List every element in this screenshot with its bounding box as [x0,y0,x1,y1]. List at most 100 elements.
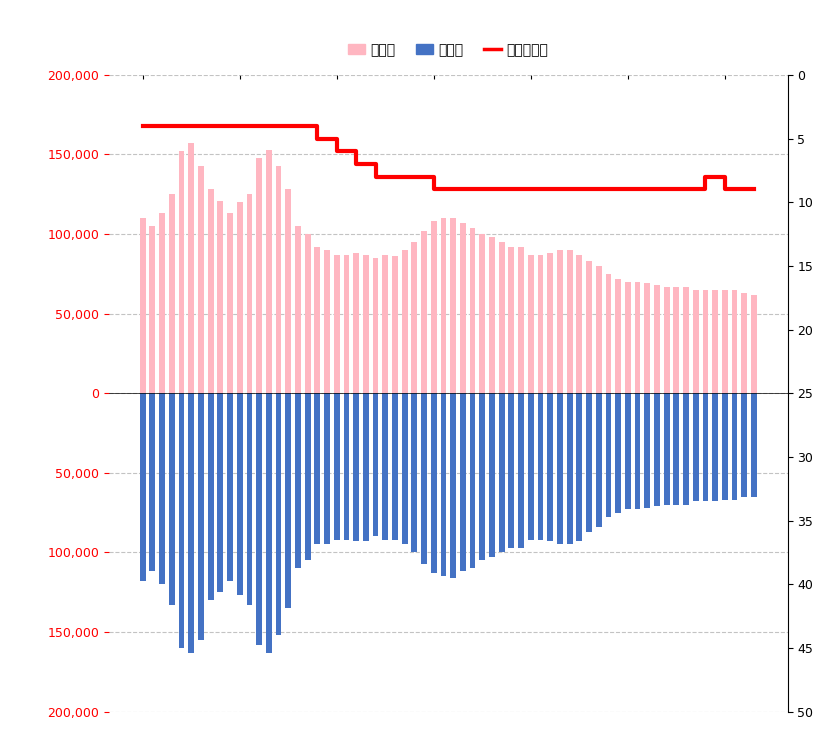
Bar [431,393,437,573]
Bar [411,242,417,393]
Bar [489,237,495,393]
Bar [547,393,553,542]
Bar [401,393,407,545]
Bar [751,294,757,393]
Bar [422,393,427,563]
Bar [140,218,146,393]
Bar [606,393,612,518]
Bar [683,393,689,505]
Bar [363,393,369,542]
Bar [538,393,543,539]
Bar [664,287,670,393]
Bar [528,255,534,393]
Bar [344,255,349,393]
Bar [712,290,718,393]
Bar [208,393,214,600]
Bar [509,393,515,548]
Bar [401,250,407,393]
Bar [334,255,339,393]
Bar [169,393,174,605]
Bar [217,201,223,393]
Bar [314,393,320,545]
Bar [644,393,650,508]
Bar [460,393,466,571]
Bar [159,393,165,584]
Bar [712,393,718,502]
Bar [577,393,582,542]
Bar [237,202,243,393]
Bar [518,246,524,393]
Bar [324,250,330,393]
Bar [625,282,631,393]
Bar [664,393,670,505]
Bar [499,242,504,393]
Bar [586,393,592,532]
Bar [295,393,301,568]
Bar [189,393,194,652]
Bar [422,231,427,393]
Bar [499,393,504,553]
Bar [276,393,282,635]
Bar [441,218,447,393]
Bar [460,223,466,393]
Bar [674,287,680,393]
Bar [149,393,155,571]
Bar [276,166,282,393]
Bar [518,393,524,548]
Bar [615,279,621,393]
Bar [189,143,194,393]
Bar [285,393,291,608]
Bar [334,393,339,539]
Bar [227,393,233,581]
Bar [742,393,747,497]
Bar [557,250,563,393]
Bar [227,213,233,393]
Bar [178,151,184,393]
Bar [538,255,543,393]
Bar [140,393,146,581]
Bar [566,393,572,545]
Bar [644,283,650,393]
Bar [479,234,485,393]
Bar [411,393,417,553]
Bar [547,253,553,393]
Bar [654,393,660,506]
Bar [266,150,272,393]
Bar [732,393,737,500]
Bar [305,393,311,560]
Bar [354,393,359,542]
Bar [363,255,369,393]
Bar [208,189,214,393]
Bar [198,393,204,640]
Bar [557,393,563,545]
Bar [489,393,495,557]
Bar [246,393,252,605]
Bar [266,393,272,652]
Bar [469,393,475,568]
Bar [596,393,602,527]
Bar [683,287,689,393]
Bar [606,274,612,393]
Bar [237,393,243,595]
Bar [722,290,727,393]
Bar [285,189,291,393]
Bar [441,393,447,576]
Bar [169,194,174,393]
Bar [178,393,184,648]
Bar [392,393,398,539]
Bar [528,393,534,539]
Bar [625,393,631,509]
Bar [702,290,708,393]
Bar [732,290,737,393]
Bar [577,255,582,393]
Bar [566,250,572,393]
Bar [722,393,727,500]
Bar [654,285,660,393]
Bar [382,393,388,539]
Bar [149,226,155,393]
Bar [450,393,456,578]
Bar [256,158,262,393]
Bar [305,234,311,393]
Bar [634,282,640,393]
Bar [198,166,204,393]
